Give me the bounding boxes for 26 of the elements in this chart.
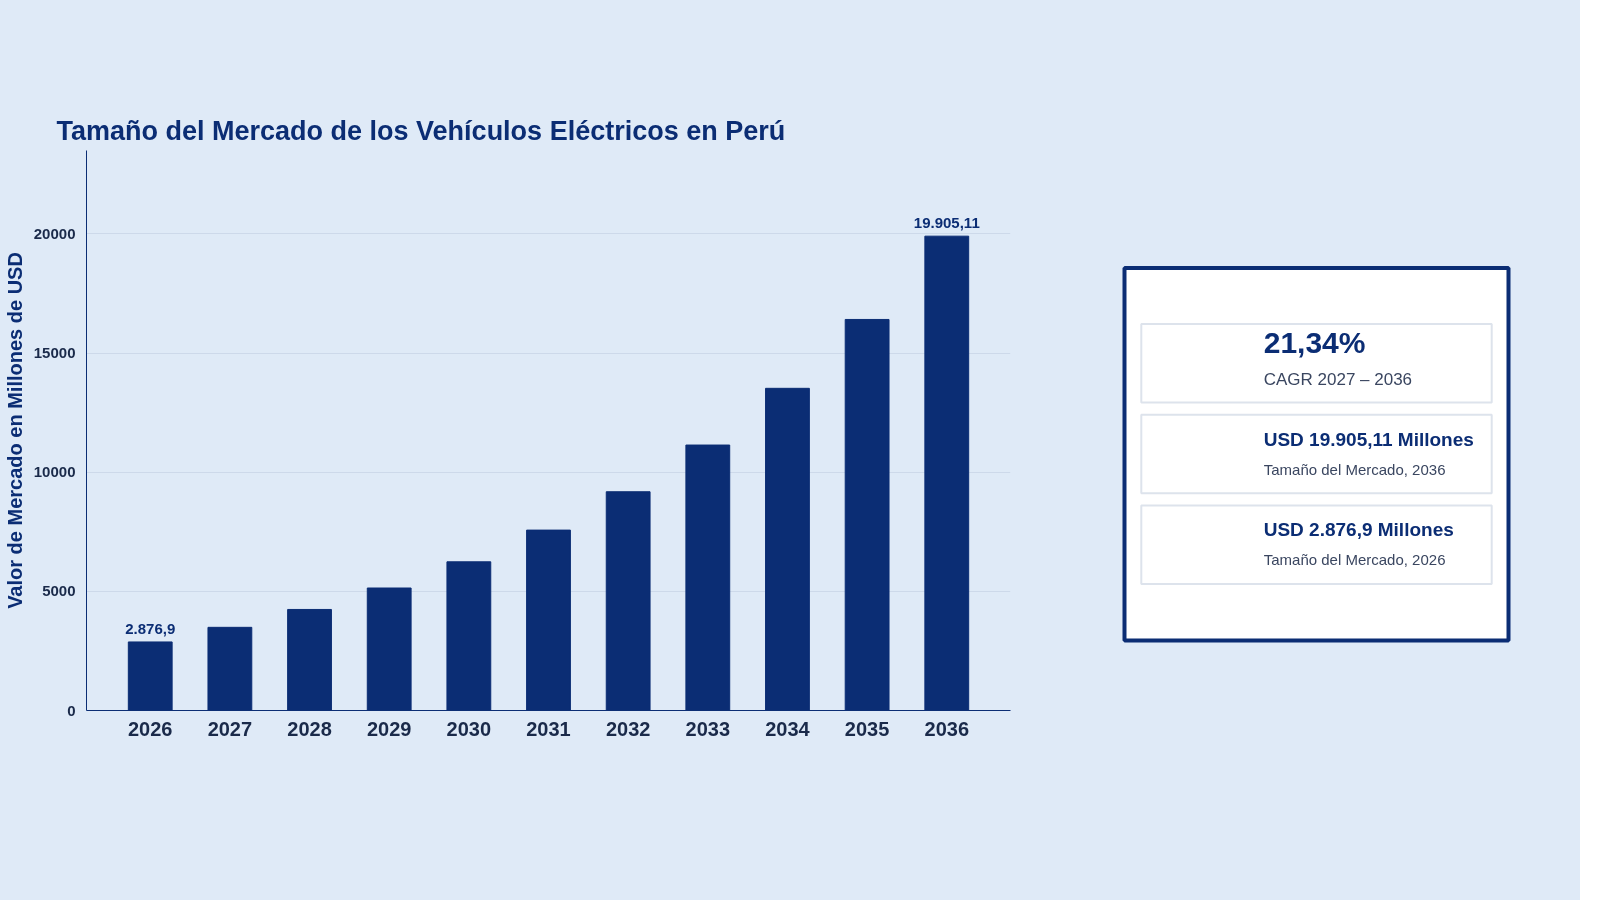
x-tick-label: 2026 bbox=[127, 717, 173, 740]
text: USD 19.905,11 Millones bbox=[1263, 428, 1474, 450]
text: 21,34% bbox=[1263, 325, 1366, 359]
y-tick-label: 20000 bbox=[33, 224, 76, 242]
x-tick-label: 2031 bbox=[526, 717, 571, 740]
data-label: 2.876,9 bbox=[125, 619, 176, 637]
y-axis-title: Valor de Mercado en Millones de USD bbox=[3, 252, 26, 609]
text: Tamaño del Mercado, 2036 bbox=[1263, 460, 1446, 478]
text: CAGR 2027 – 2036 bbox=[1263, 370, 1413, 390]
y-tick-label: 15000 bbox=[33, 344, 76, 362]
x-tick-label: 2034 bbox=[765, 717, 811, 740]
x-tick-label: 2033 bbox=[685, 717, 731, 740]
chart-title: Tamaño del Mercado de los Vehículos Eléctricos en Perú bbox=[56, 115, 786, 146]
x-tick-label: 2029 bbox=[366, 717, 412, 740]
y-tick-label: 5000 bbox=[42, 582, 76, 600]
y-tick-label: 0 bbox=[67, 701, 76, 719]
x-tick-label: 2035 bbox=[844, 717, 890, 740]
text: USD 2.876,9 Millones bbox=[1263, 519, 1454, 541]
x-tick-label: 2028 bbox=[287, 717, 332, 740]
y-tick-label: 10000 bbox=[33, 463, 76, 481]
x-tick-label: 2036 bbox=[924, 717, 970, 740]
x-tick-label: 2032 bbox=[605, 717, 651, 740]
text: Tamaño del Mercado, 2026 bbox=[1263, 551, 1446, 569]
x-tick-label: 2027 bbox=[207, 717, 253, 740]
data-label: 19.905,11 bbox=[913, 214, 980, 232]
x-tick-label: 2030 bbox=[446, 717, 492, 740]
